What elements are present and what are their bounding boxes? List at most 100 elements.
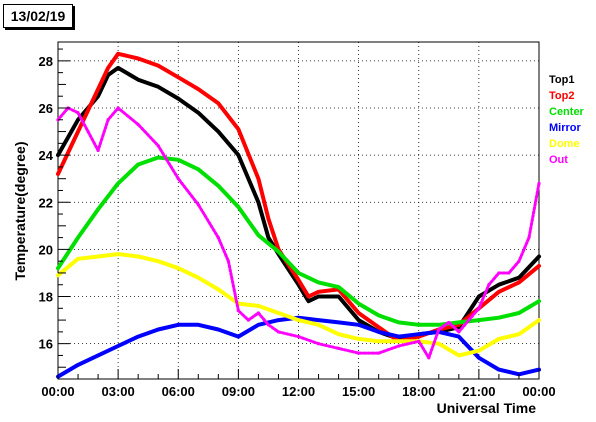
data-point-out [447, 320, 451, 325]
data-point-dome [257, 304, 260, 308]
data-point-top1 [217, 130, 220, 133]
data-point-center [237, 205, 240, 209]
data-point-dome [457, 354, 461, 357]
series-line-top1 [56, 65, 541, 341]
x-tick-label: 06:00 [162, 384, 195, 399]
data-point-dome [116, 252, 120, 256]
data-point-dome [197, 276, 200, 279]
x-tick-label: 09:00 [222, 384, 255, 399]
legend: Top1 Top2 Center Mirror Dome Out [549, 74, 585, 166]
data-point-center [517, 311, 521, 315]
data-point-mirror [217, 328, 220, 331]
data-point-out [156, 144, 160, 148]
data-point-center [257, 234, 260, 237]
data-point-dome [96, 255, 100, 258]
data-point-dome [136, 255, 140, 258]
data-point-center [177, 158, 180, 162]
data-point-dome [517, 333, 521, 336]
data-point-center [537, 300, 541, 303]
data-point-out [507, 271, 511, 275]
data-point-mirror [457, 335, 461, 338]
y-axis-title: Temperature(degree) [12, 141, 28, 280]
data-point-top2 [257, 177, 260, 180]
data-point-mirror [397, 335, 400, 338]
data-point-top2 [267, 217, 270, 220]
data-point-mirror [177, 323, 180, 326]
data-point-center [217, 184, 220, 187]
data-point-dome [297, 318, 300, 322]
data-point-top1 [116, 66, 120, 70]
series-layer [56, 51, 541, 379]
data-point-top2 [497, 290, 501, 294]
data-point-out [276, 330, 281, 334]
data-point-dome [177, 267, 180, 270]
data-point-mirror [497, 368, 501, 371]
legend-entry-out: Out [549, 154, 568, 166]
y-tick-label: 22 [39, 195, 53, 210]
data-point-center [357, 302, 360, 305]
y-tick-label: 26 [39, 101, 53, 116]
data-point-top1 [177, 97, 180, 100]
y-tick-label: 28 [39, 54, 53, 69]
data-point-center [457, 321, 461, 324]
data-point-top2 [217, 102, 220, 105]
data-point-out [357, 351, 361, 355]
data-point-dome [477, 349, 481, 352]
data-point-out [477, 306, 481, 310]
data-point-out [517, 259, 521, 263]
x-tick-label: 18:00 [402, 384, 435, 399]
data-point-dome [377, 340, 380, 343]
legend-entry-top2: Top2 [549, 90, 574, 102]
data-point-top1 [537, 255, 541, 258]
data-point-top1 [157, 85, 160, 88]
data-point-top2 [76, 130, 80, 133]
data-point-out [96, 148, 100, 153]
data-point-mirror [116, 344, 120, 348]
data-point-top1 [307, 300, 310, 303]
data-point-center [277, 250, 280, 253]
data-point-top2 [197, 87, 200, 91]
data-point-out [397, 344, 401, 348]
data-point-dome [537, 318, 541, 322]
x-tick-label: 03:00 [102, 384, 135, 399]
date-label: 13/02/19 [3, 4, 73, 28]
data-point-center [317, 281, 320, 284]
data-point-out [457, 330, 461, 334]
data-point-top2 [177, 76, 180, 79]
data-point-top2 [357, 311, 360, 315]
data-point-dome [76, 257, 80, 261]
data-point-center [76, 236, 80, 239]
data-point-out [417, 339, 421, 343]
data-point-center [157, 156, 160, 159]
data-point-center [477, 318, 481, 322]
legend-entry-center: Center [549, 106, 585, 118]
data-point-mirror [417, 333, 420, 336]
data-point-out [487, 283, 491, 287]
data-point-out [106, 118, 110, 122]
data-point-dome [397, 340, 400, 343]
data-point-top1 [96, 95, 100, 98]
data-point-out [537, 181, 541, 185]
data-point-mirror [317, 318, 320, 322]
data-point-top2 [157, 64, 160, 67]
data-point-dome [337, 333, 340, 336]
data-point-center [377, 314, 380, 317]
data-point-mirror [477, 356, 481, 359]
data-point-mirror [76, 363, 80, 367]
data-point-out [377, 351, 381, 355]
legend-entry-top1: Top1 [549, 74, 574, 86]
data-point-top2 [517, 281, 521, 284]
legend-entry-mirror: Mirror [549, 122, 582, 134]
data-point-top1 [477, 295, 481, 298]
data-point-top1 [257, 201, 260, 204]
legend-entry-dome: Dome [549, 138, 580, 150]
data-point-dome [157, 259, 160, 263]
data-point-top2 [56, 172, 60, 176]
data-point-dome [317, 323, 320, 326]
x-tick-label: 21:00 [462, 384, 495, 399]
data-point-out [116, 106, 120, 110]
data-point-center [397, 321, 400, 324]
y-tick-label: 18 [39, 290, 53, 305]
data-point-top1 [317, 295, 320, 298]
